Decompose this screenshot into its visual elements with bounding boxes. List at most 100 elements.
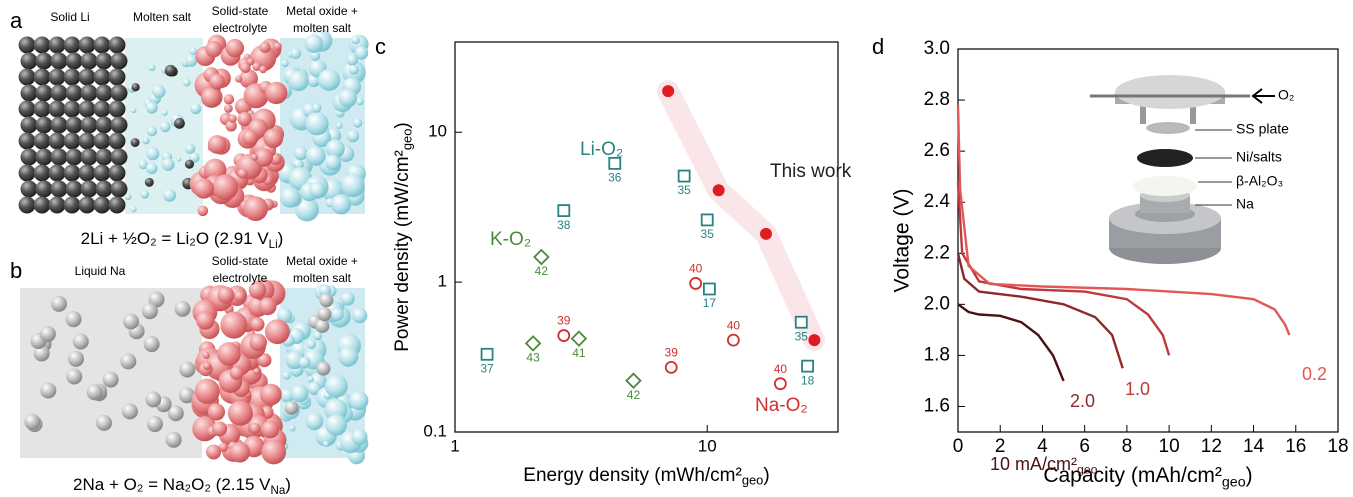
sphere [102,371,119,388]
sphere [63,164,81,182]
sphere [80,116,98,134]
sphere [78,100,96,118]
sphere [197,205,209,217]
square-point [794,315,808,329]
inset-label: Na [1236,196,1254,212]
sphere [110,84,128,102]
sphere [110,180,128,198]
square-point [608,156,622,170]
sphere [48,196,66,214]
sphere [20,148,38,166]
sphere [93,164,111,182]
sphere [110,52,128,70]
inset-label: Ni/salts [1236,149,1282,165]
sphere [35,52,53,70]
sphere [148,291,165,308]
sphere [63,100,81,118]
point-label: 39 [665,346,679,360]
sphere [24,413,41,430]
sphere [351,36,360,45]
x-axis-label: Capacity (mAh/cm²geo) [1043,464,1252,491]
sphere [205,40,223,58]
sphere [178,387,195,404]
text-part: 2Na + O₂ = Na₂O₂ (2.15 V [73,475,271,494]
sphere [298,356,311,369]
sphere [80,148,98,166]
panel-label: c [375,34,386,59]
sphere [209,73,225,90]
y-tick-label: 2.2 [924,242,950,263]
x-tick-label: 4 [1037,436,1048,457]
sphere [330,307,344,321]
region-label: Molten salt [133,10,192,24]
sphere [242,129,258,146]
region-label: electrolyte [213,21,268,35]
sphere [48,68,66,86]
sphere [225,120,237,132]
sphere [131,83,140,92]
sphere [146,126,158,137]
sphere [108,36,126,54]
sphere [141,303,158,320]
sphere [352,118,363,128]
sphere [123,313,140,330]
sphere [324,398,348,422]
sphere [340,173,365,198]
x-tick-label: 10 [1159,436,1180,457]
sphere [249,333,267,352]
y-tick-label: 3.0 [924,38,950,59]
sphere [146,147,160,161]
y-tick-label: 0.1 [423,421,447,440]
point-label: 40 [689,262,703,276]
y-axis-label: Power density (mW/cm²geo) [392,122,415,352]
sphere [348,64,359,75]
sphere [65,116,83,134]
sphere [217,286,235,304]
sphere [182,78,191,87]
inset-label: β-Al₂O₃ [1236,173,1283,189]
sphere [234,290,246,302]
plot-frame [454,41,839,433]
sphere [340,291,355,306]
sphere [282,371,291,380]
sphere [145,162,158,175]
sphere [259,65,267,74]
sphere [174,300,191,317]
sphere [33,164,51,182]
sphere [18,68,36,86]
sphere [33,100,51,118]
sphere [305,112,329,136]
sphere [189,47,198,56]
sphere [78,132,96,150]
sphere [145,391,162,408]
sphere [324,154,341,171]
y-tick-label: 1.6 [924,395,950,416]
point-label: 17 [703,296,717,310]
sphere [48,164,66,182]
x-tick-label: 8 [1122,436,1133,457]
sphere [50,84,68,102]
highlight-band [657,80,825,351]
sphere [323,440,330,448]
sphere [93,132,111,150]
sphere [309,50,321,61]
sphere [50,148,68,166]
text-part: geo [400,129,415,151]
sphere [307,381,321,395]
sphere [346,54,358,66]
sphere [161,158,175,171]
sphere [284,400,299,415]
sphere [80,180,98,198]
square-point [480,347,494,361]
sphere [63,196,81,214]
sphere [293,146,308,161]
sphere [18,100,36,118]
sphere [224,104,233,113]
sphere [39,325,56,342]
sphere [309,181,326,199]
circle-point [689,277,703,290]
sphere [252,62,262,71]
sphere [229,366,244,380]
sphere [78,196,96,214]
